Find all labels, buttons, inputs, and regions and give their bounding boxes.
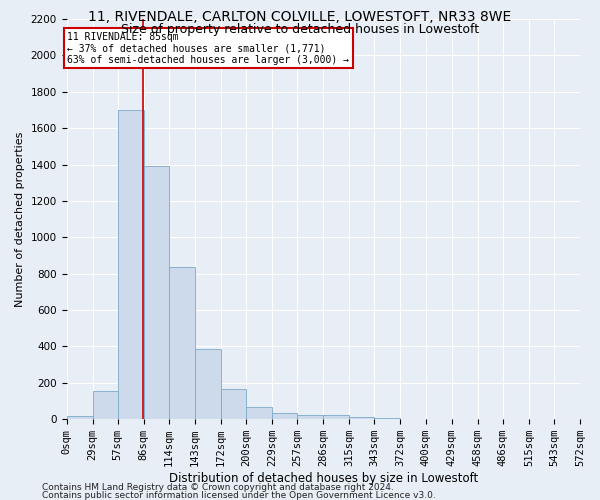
Bar <box>67 416 92 419</box>
Y-axis label: Number of detached properties: Number of detached properties <box>15 132 25 307</box>
Bar <box>195 349 221 419</box>
Bar <box>349 418 374 419</box>
Bar <box>169 268 195 419</box>
Text: Contains HM Land Registry data © Crown copyright and database right 2024.: Contains HM Land Registry data © Crown c… <box>42 484 394 492</box>
Bar <box>297 414 323 419</box>
Bar <box>144 166 169 419</box>
X-axis label: Distribution of detached houses by size in Lowestoft: Distribution of detached houses by size … <box>169 472 478 485</box>
Bar <box>246 408 272 419</box>
Text: Size of property relative to detached houses in Lowestoft: Size of property relative to detached ho… <box>121 22 479 36</box>
Bar <box>272 413 297 419</box>
Bar <box>374 418 400 419</box>
Bar <box>118 110 144 419</box>
Text: Contains public sector information licensed under the Open Government Licence v3: Contains public sector information licen… <box>42 490 436 500</box>
Bar <box>221 389 246 419</box>
Text: 11 RIVENDALE: 85sqm
← 37% of detached houses are smaller (1,771)
63% of semi-det: 11 RIVENDALE: 85sqm ← 37% of detached ho… <box>67 32 349 65</box>
Bar <box>323 414 349 419</box>
Bar <box>92 391 118 419</box>
Text: 11, RIVENDALE, CARLTON COLVILLE, LOWESTOFT, NR33 8WE: 11, RIVENDALE, CARLTON COLVILLE, LOWESTO… <box>88 10 512 24</box>
